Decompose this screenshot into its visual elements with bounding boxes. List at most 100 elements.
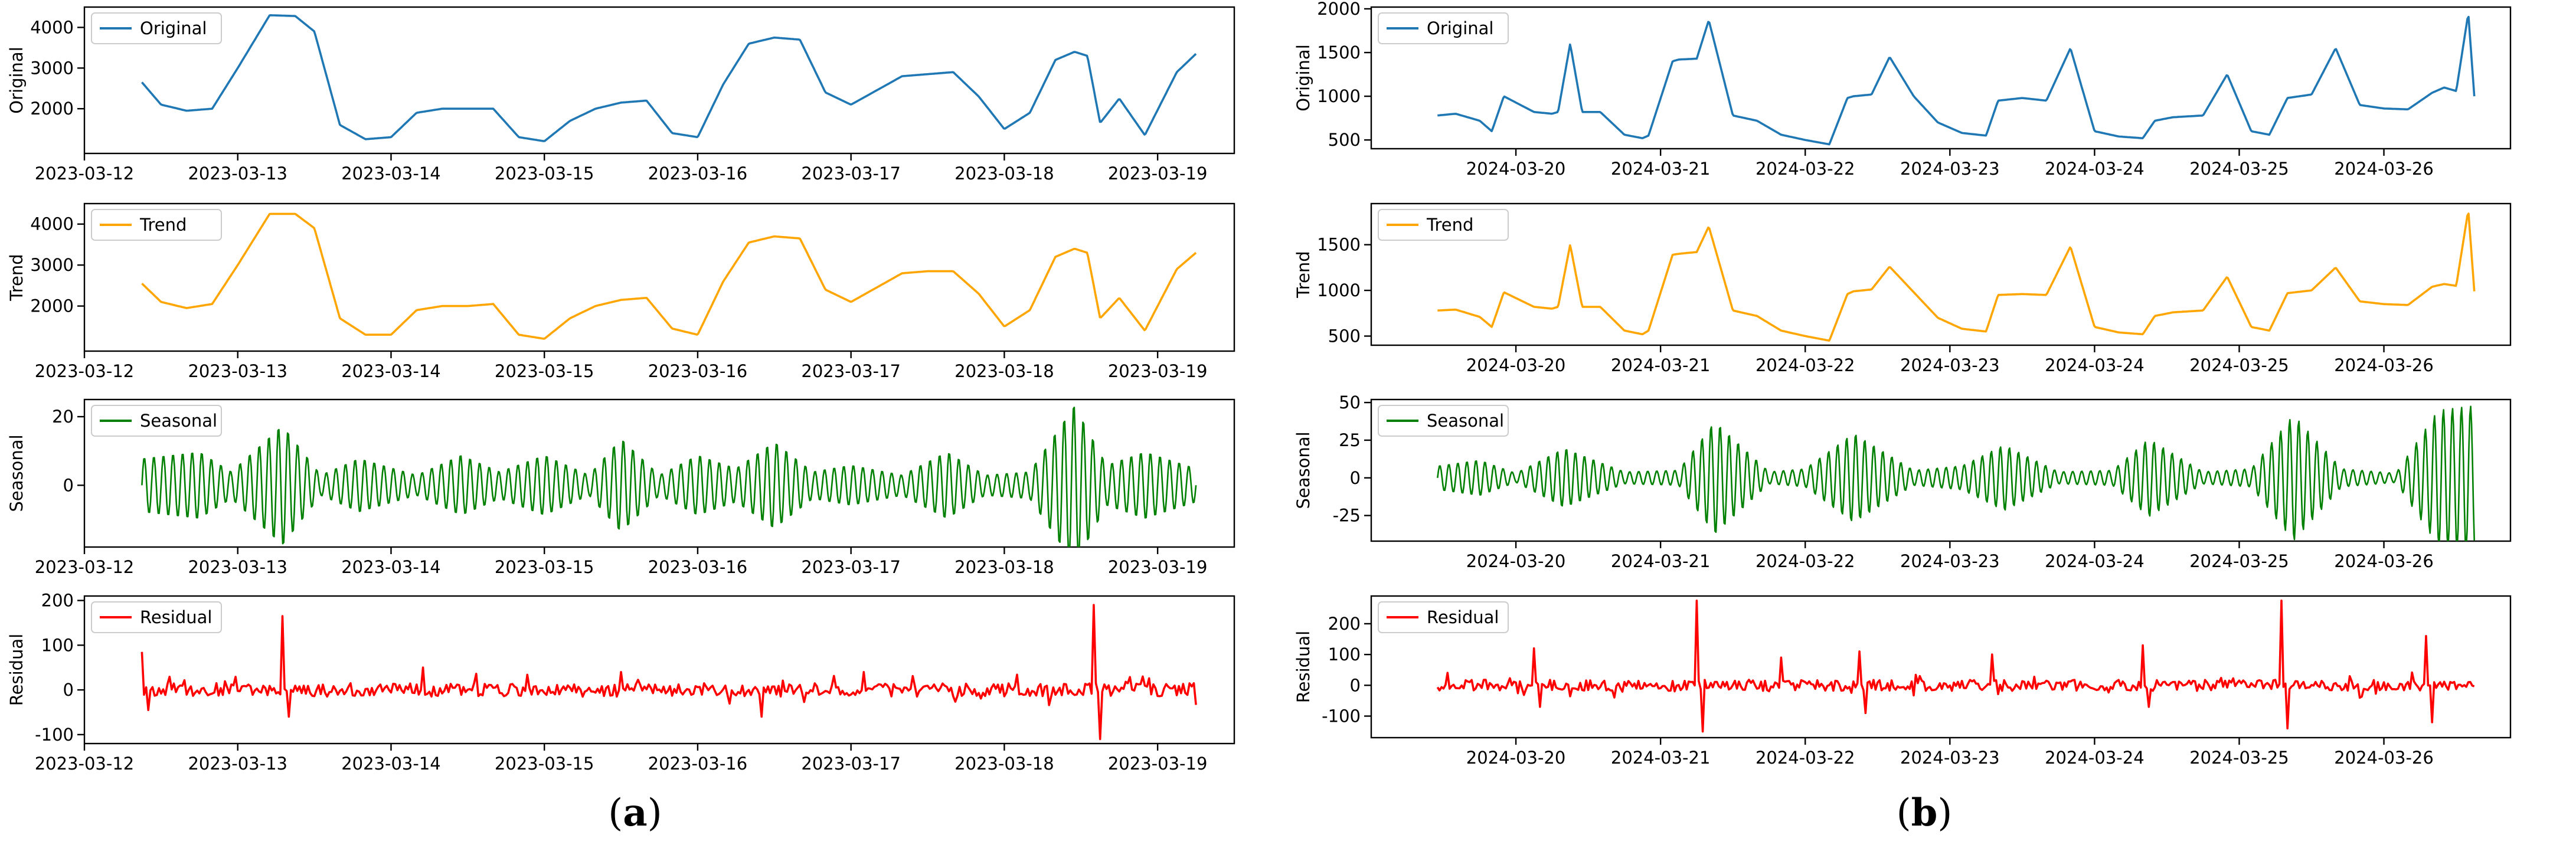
x-tick-label: 2023-03-16	[648, 163, 748, 184]
y-tick-label: 0	[63, 680, 74, 700]
x-tick-label: 2024-03-21	[1611, 355, 1711, 375]
series-line-trend	[1437, 212, 2476, 342]
y-axis-label: Residual	[6, 634, 27, 706]
y-tick-label: 1000	[1317, 280, 1361, 300]
x-tick-label: 2024-03-23	[1900, 159, 2000, 179]
panel-caption-a: (a)	[608, 791, 662, 835]
panel-label-b: b	[1911, 791, 1938, 835]
x-tick-label: 2024-03-26	[2334, 159, 2434, 179]
legend-box	[91, 601, 222, 633]
series-line-original	[1437, 15, 2476, 146]
x-tick-label: 2023-03-15	[495, 557, 594, 577]
series-line-original	[141, 14, 1197, 142]
chart-b-original: 2024-03-20 2024-03-21 2024-03-22 2024-03-23…	[1293, 0, 2512, 179]
x-tick-label: 2023-03-19	[1108, 754, 1208, 774]
series-line-trend	[141, 212, 1197, 340]
y-axis-label: Original	[1293, 44, 1313, 111]
y-tick-label: 500	[1328, 130, 1361, 150]
legend-box	[1378, 209, 1509, 241]
legend: Seasonal	[1378, 405, 1509, 437]
x-tick-label: 2024-03-22	[1756, 355, 1855, 375]
axes-frame	[1370, 6, 2512, 150]
x-tick-label: 2023-03-18	[954, 163, 1054, 184]
x-tick-label: 2023-03-14	[341, 163, 441, 184]
x-tick-label: 2023-03-13	[188, 754, 287, 774]
legend-label: Seasonal	[140, 411, 217, 431]
legend-box	[91, 405, 222, 437]
x-tick-label: 2024-03-21	[1611, 159, 1711, 179]
y-tick-label: 4000	[30, 17, 74, 37]
series-line-seasonal	[1437, 405, 2475, 541]
legend-label: Trend	[139, 215, 187, 235]
x-tick-label: 2023-03-19	[1108, 557, 1208, 577]
legend-label: Residual	[1427, 607, 1499, 627]
legend-box	[1378, 12, 1509, 44]
x-tick-label: 2024-03-25	[2189, 355, 2289, 375]
y-tick-label: 3000	[30, 255, 74, 275]
x-tick-label: 2024-03-24	[2045, 551, 2145, 571]
legend: Original	[1378, 12, 1509, 44]
x-tick-label: 2024-03-20	[1466, 355, 1566, 375]
axes-frame	[1370, 595, 2512, 739]
x-tick-label: 2023-03-14	[341, 754, 441, 774]
y-tick-label: 4000	[30, 214, 74, 234]
x-tick-label: 2024-03-21	[1611, 551, 1711, 571]
axes-frame	[1370, 202, 2512, 346]
x-tick-label: 2023-03-16	[648, 557, 748, 577]
x-tick-label: 2023-03-18	[954, 754, 1054, 774]
x-tick-label: 2023-03-17	[801, 557, 901, 577]
x-tick-label: 2023-03-16	[648, 754, 748, 774]
y-tick-label: 200	[1328, 614, 1361, 634]
y-tick-label: 1500	[1317, 42, 1361, 63]
y-tick-label: -25	[1333, 506, 1361, 526]
y-tick-label: 20	[52, 407, 74, 427]
x-tick-label: 2023-03-13	[188, 361, 287, 381]
legend-box	[91, 209, 222, 241]
y-axis-label: Residual	[1293, 631, 1313, 703]
x-tick-label: 2024-03-23	[1900, 355, 2000, 375]
x-tick-label: 2024-03-22	[1756, 748, 1855, 768]
axes-frame	[83, 595, 1235, 745]
chart-b-residual: 2024-03-20 2024-03-21 2024-03-22 2024-03-23…	[1293, 595, 2512, 768]
y-tick-label: -100	[1322, 706, 1361, 726]
legend-label: Original	[1427, 18, 1493, 38]
x-tick-label: 2024-03-23	[1900, 748, 2000, 768]
x-tick-label: 2024-03-26	[2334, 355, 2434, 375]
x-tick-label: 2024-03-26	[2334, 551, 2434, 571]
y-axis-label: Trend	[1293, 251, 1313, 298]
chart-a-trend: 2023-03-12 2023-03-13 2023-03-14 2023-03-15…	[6, 202, 1235, 381]
legend: Residual	[1378, 601, 1509, 633]
x-tick-label: 2023-03-19	[1108, 163, 1208, 184]
legend-label: Original	[140, 18, 207, 38]
chart-a-residual: 2023-03-12 2023-03-13 2023-03-14 2023-03-15…	[6, 591, 1235, 774]
x-tick-label: 2024-03-24	[2045, 748, 2145, 768]
y-tick-label: 1500	[1317, 235, 1361, 255]
y-tick-label: 2000	[30, 296, 74, 316]
y-tick-label: 3000	[30, 58, 74, 78]
legend: Original	[91, 12, 222, 44]
chart-b-trend: 2024-03-20 2024-03-21 2024-03-22 2024-03-23…	[1293, 202, 2512, 375]
legend: Seasonal	[91, 405, 222, 437]
panel-label-a: a	[623, 791, 648, 835]
x-tick-label: 2023-03-19	[1108, 361, 1208, 381]
legend-label: Seasonal	[1427, 411, 1504, 431]
x-tick-label: 2023-03-12	[35, 163, 135, 184]
y-tick-label: 500	[1328, 326, 1361, 346]
x-tick-label: 2023-03-14	[341, 557, 441, 577]
y-axis-label: Original	[6, 47, 27, 113]
x-tick-label: 2024-03-21	[1611, 748, 1711, 768]
x-tick-label: 2023-03-15	[495, 361, 594, 381]
y-tick-label: 1000	[1317, 86, 1361, 106]
x-tick-label: 2024-03-25	[2189, 748, 2289, 768]
legend-label: Residual	[140, 607, 212, 627]
legend-box	[1378, 601, 1509, 633]
y-tick-label: 100	[41, 635, 74, 655]
x-tick-label: 2024-03-26	[2334, 748, 2434, 768]
y-tick-label: 50	[1339, 392, 1361, 412]
x-tick-label: 2023-03-13	[188, 557, 287, 577]
x-tick-label: 2024-03-20	[1466, 551, 1566, 571]
x-tick-label: 2024-03-22	[1756, 551, 1855, 571]
y-tick-label: 0	[1350, 675, 1361, 695]
